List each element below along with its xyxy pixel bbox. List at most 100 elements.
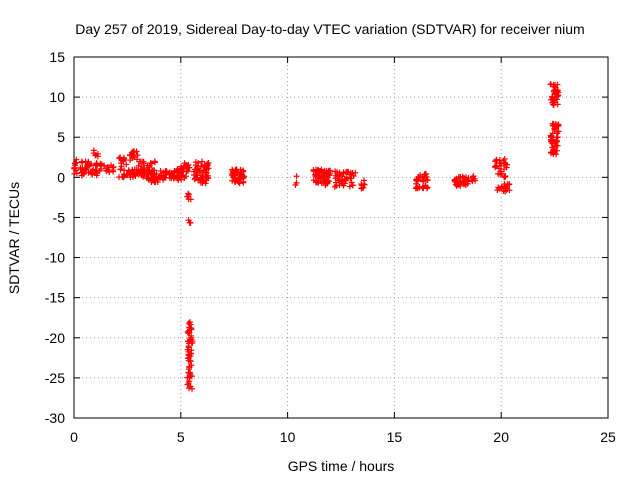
data-point <box>415 173 422 180</box>
data-point <box>187 357 194 364</box>
data-point <box>332 168 339 175</box>
data-point <box>472 177 479 184</box>
data-point <box>551 143 558 150</box>
data-point <box>348 179 355 186</box>
data-point <box>312 179 319 186</box>
data-point <box>495 184 502 191</box>
plot-frame <box>73 56 609 419</box>
data-point <box>178 165 185 172</box>
data-point <box>493 162 500 169</box>
data-point <box>71 170 78 177</box>
chart-title: Day 257 of 2019, Sidereal Day-to-day VTE… <box>75 21 584 37</box>
data-point <box>358 181 365 188</box>
data-point <box>123 161 130 168</box>
data-point <box>147 159 154 166</box>
data-point <box>92 162 99 169</box>
data-point <box>457 182 464 189</box>
data-point <box>175 177 182 184</box>
data-point <box>189 385 196 392</box>
data-point <box>180 168 187 175</box>
data-point <box>494 187 501 194</box>
data-point <box>240 168 247 175</box>
data-point <box>312 171 319 178</box>
data-point <box>131 170 138 177</box>
data-point <box>548 138 555 145</box>
data-point <box>331 183 338 190</box>
data-point <box>187 196 194 203</box>
data-point <box>185 380 192 387</box>
data-point <box>452 181 459 188</box>
data-point <box>130 153 137 160</box>
data-point <box>185 320 192 327</box>
data-point <box>553 147 560 154</box>
data-point <box>193 174 200 181</box>
data-point <box>80 170 87 177</box>
data-point <box>547 149 554 156</box>
y-tick-label: -25 <box>45 370 65 386</box>
data-point <box>144 175 151 182</box>
axis-ticks: 0 5 10 15 20 25 15 10 5 0 -5 -10 -15 -20 -25 -30 <box>45 49 616 445</box>
data-point <box>414 177 421 184</box>
data-point <box>316 171 323 178</box>
data-point <box>174 168 181 175</box>
data-point <box>552 87 559 94</box>
data-point <box>422 182 429 189</box>
data-point <box>120 174 127 181</box>
data-point <box>93 161 100 168</box>
data-point <box>185 327 192 334</box>
data-point <box>313 166 320 173</box>
data-point <box>555 121 562 128</box>
data-point <box>184 346 191 353</box>
data-point <box>318 180 325 187</box>
data-point <box>549 93 556 100</box>
x-tick-label: 0 <box>70 429 78 445</box>
data-point <box>413 180 420 187</box>
data-point <box>186 374 193 381</box>
data-point <box>151 159 158 166</box>
data-point <box>120 157 127 164</box>
x-axis-label: GPS time / hours <box>288 458 395 474</box>
data-point <box>185 190 192 197</box>
y-tick-label: -30 <box>45 410 65 426</box>
data-point <box>240 179 247 186</box>
data-point <box>139 168 146 175</box>
data-point <box>108 162 115 169</box>
data-point <box>493 157 500 164</box>
data-point <box>336 176 343 183</box>
y-tick-label: -20 <box>45 330 65 346</box>
data-point <box>468 176 475 183</box>
data-point <box>85 158 92 165</box>
x-tick-label: 25 <box>600 429 616 445</box>
data-point <box>552 122 559 129</box>
data-point <box>361 177 368 184</box>
data-point <box>492 163 499 170</box>
x-tick-label: 20 <box>493 429 509 445</box>
data-point <box>202 173 209 180</box>
y-axis-label: SDTVAR / TECUs <box>6 182 22 294</box>
data-point <box>97 162 104 169</box>
data-point <box>125 168 132 175</box>
data-point <box>292 181 299 188</box>
data-point <box>149 170 156 177</box>
data-point <box>186 352 193 359</box>
y-tick-label: 0 <box>57 169 65 185</box>
data-points <box>71 81 562 392</box>
data-point <box>199 169 206 176</box>
data-point <box>420 178 427 185</box>
data-point <box>553 134 560 141</box>
y-tick-label: 15 <box>49 49 65 65</box>
data-point <box>241 173 248 180</box>
data-point <box>553 151 560 158</box>
grid-lines <box>74 57 608 418</box>
data-point <box>134 152 141 159</box>
data-point <box>204 160 211 167</box>
data-point <box>501 156 508 163</box>
data-point <box>184 328 191 335</box>
data-point <box>347 175 354 182</box>
data-point <box>554 93 561 100</box>
data-point <box>233 176 240 183</box>
data-point <box>503 164 510 171</box>
data-point <box>322 179 329 186</box>
data-point <box>336 182 343 189</box>
